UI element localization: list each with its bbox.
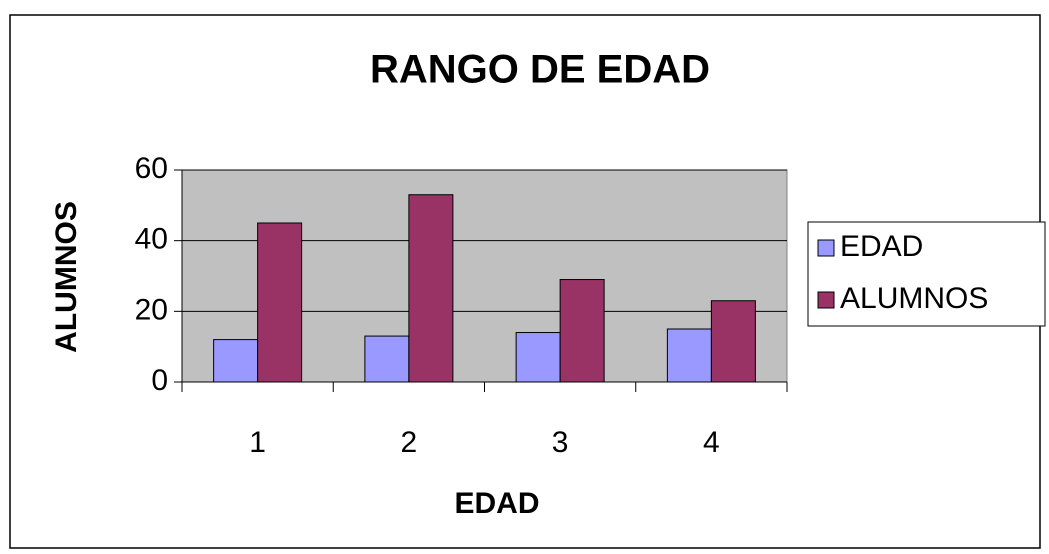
- bar: [710, 300, 756, 383]
- y-tick-label: 0: [151, 364, 168, 397]
- y-axis-label: ALUMNOS: [50, 201, 83, 353]
- x-axis-label: EDAD: [454, 487, 539, 520]
- bar: [408, 194, 454, 383]
- bar: [666, 328, 712, 383]
- bar: [515, 332, 561, 383]
- x-tick-label: 1: [249, 426, 266, 459]
- x-tick-label: 3: [552, 426, 569, 459]
- legend-swatch: [817, 239, 835, 257]
- y-tick-label: 60: [135, 152, 168, 185]
- bar: [257, 222, 303, 383]
- legend-box: [807, 221, 1046, 327]
- chart-title: RANGO DE EDAD: [370, 48, 710, 92]
- x-tick-label: 4: [703, 426, 720, 459]
- bar: [364, 335, 410, 383]
- y-tick-label: 20: [135, 293, 168, 326]
- bar: [213, 339, 259, 383]
- y-tick-label: 40: [135, 223, 168, 256]
- legend-swatch: [817, 291, 835, 309]
- bar: [559, 279, 605, 383]
- legend-label: ALUMNOS: [840, 282, 988, 315]
- x-tick-label: 2: [401, 426, 418, 459]
- legend-label: EDAD: [840, 230, 923, 263]
